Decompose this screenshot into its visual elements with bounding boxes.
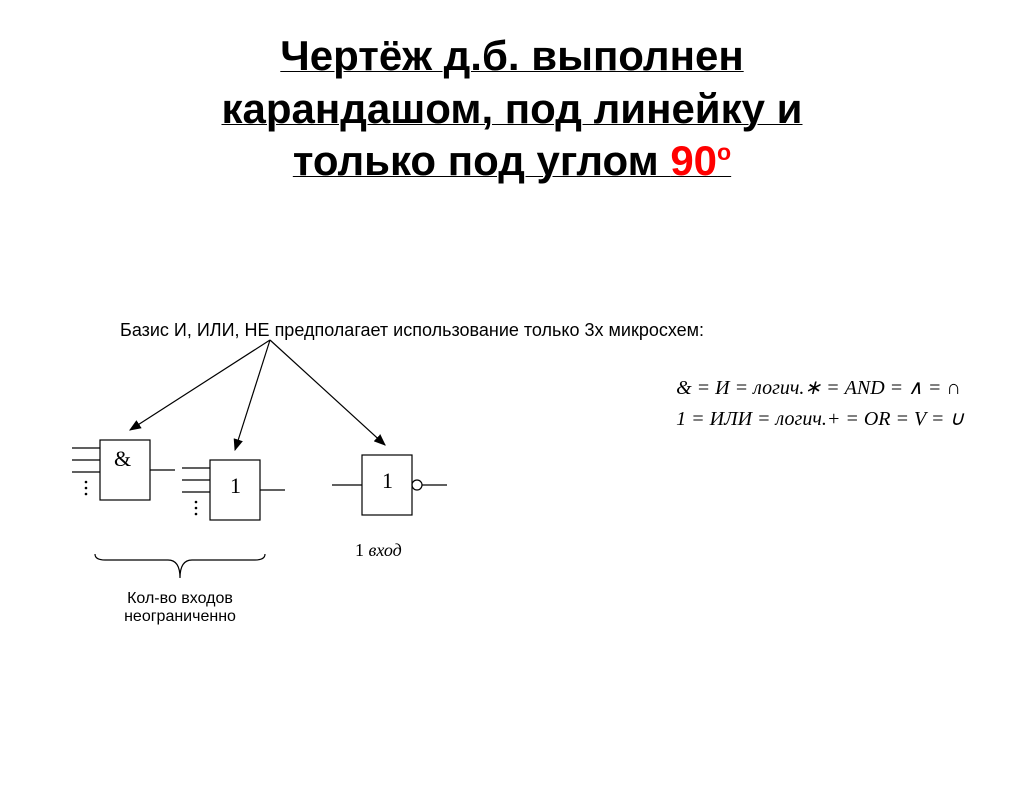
svg-text:&: & xyxy=(114,446,131,471)
svg-text:1: 1 xyxy=(230,473,241,498)
svg-text:1: 1 xyxy=(382,468,393,493)
diagram-svg: & 1 1 xyxy=(0,30,1024,797)
